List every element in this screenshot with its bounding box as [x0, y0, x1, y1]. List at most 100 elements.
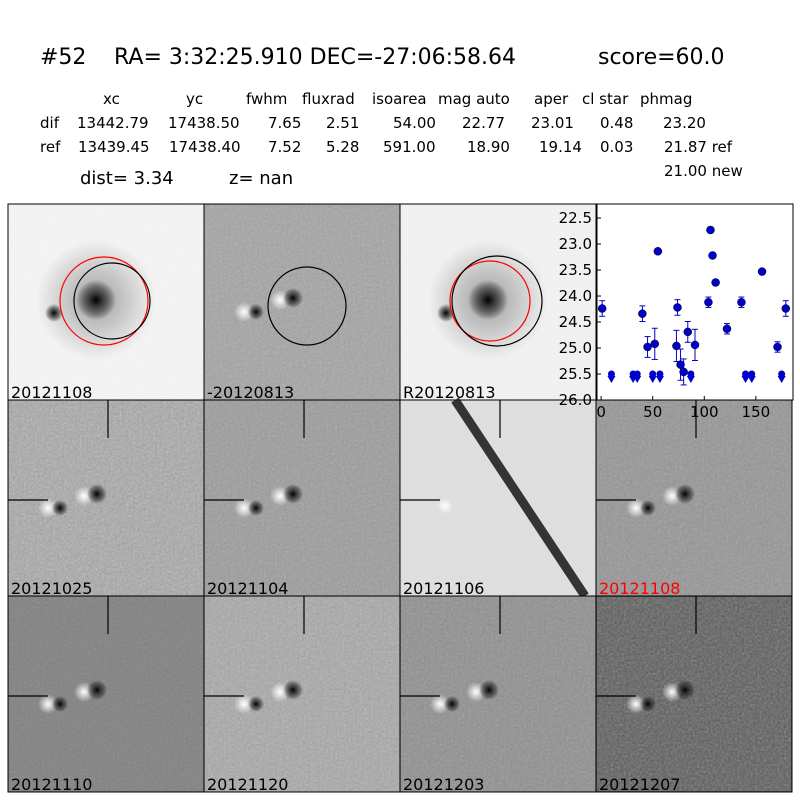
y-tick-label: 23.0: [559, 235, 592, 253]
limit-point: [607, 370, 615, 378]
stamp-label: 20121106: [403, 579, 484, 598]
row-label: ref: [40, 138, 61, 156]
data-point: [679, 367, 688, 377]
stamp: 20121104: [203, 399, 401, 598]
column-header: cl star: [582, 90, 629, 108]
residual-dark: [52, 696, 68, 712]
residual-white: [234, 302, 254, 322]
table-cell: 13439.45: [78, 138, 150, 156]
aperture-black: [73, 262, 151, 340]
x-tick-label: 0: [596, 403, 606, 421]
stamp: 20121025: [7, 399, 205, 598]
limit-point: [778, 370, 786, 378]
stamp-label: 20121108: [11, 383, 92, 402]
limit-arrow: [607, 376, 616, 384]
stamp: 20121207: [595, 595, 793, 794]
data-point: [704, 298, 713, 307]
stamp-label: 20121025: [11, 579, 92, 598]
stamp: -20120813: [203, 203, 401, 402]
residual-dark: [479, 680, 499, 700]
galaxy-core: [468, 280, 508, 320]
table-cell: 21.87 ref: [664, 138, 733, 156]
residual-dark: [283, 484, 303, 504]
table-cell: 22.77: [462, 114, 505, 132]
column-header: fluxrad: [302, 90, 355, 108]
stamp-label: 20121108: [599, 579, 680, 598]
data-point: [773, 342, 782, 352]
data-point: [722, 324, 732, 334]
stamp-label: 20121104: [207, 579, 288, 598]
limit-arrow: [777, 376, 786, 384]
y-tick-label: 22.5: [559, 209, 592, 227]
column-header: aper: [534, 90, 569, 108]
upper-limit: [655, 370, 664, 384]
column-header: mag auto: [438, 90, 510, 108]
table-cell: 17438.50: [168, 114, 240, 132]
aperture-red: [449, 260, 531, 342]
residual-white: [38, 694, 58, 714]
residual-white: [234, 498, 254, 518]
aperture-black: [267, 266, 347, 346]
faint-source: [437, 498, 453, 514]
data-point: [638, 309, 647, 318]
table-cell: 19.14: [539, 138, 582, 156]
limit-point: [656, 370, 664, 378]
stamp-label: 20121207: [599, 775, 680, 794]
light-curve: 22.5 23.0 23.5 24.0 24.5 25.0 25.5 26.00 50 100 15…: [559, 203, 794, 421]
limit-arrow: [655, 376, 664, 384]
candidate-id: #52: [40, 45, 86, 70]
data-point: [676, 360, 685, 369]
column-header: isoarea: [372, 90, 427, 108]
table-cell: 23.20: [663, 114, 706, 132]
data-point: [643, 342, 652, 352]
stamp: 20121203: [399, 595, 597, 794]
galaxy-core: [76, 280, 116, 320]
data-point: [706, 225, 715, 235]
companion: [45, 304, 63, 322]
upper-limit: [648, 370, 657, 384]
residual-dark: [283, 288, 303, 308]
stamp: 20121108: [595, 399, 793, 598]
limit-arrow: [633, 376, 642, 384]
aperture-black: [451, 255, 543, 347]
residual-dark: [248, 500, 264, 516]
upper-limit: [747, 370, 756, 384]
data-point: [708, 251, 717, 260]
data-point: [673, 303, 682, 312]
limit-point: [649, 370, 657, 378]
limit-arrow: [741, 376, 750, 384]
y-tick-label: 23.5: [559, 261, 592, 279]
stamp: 20121120: [203, 595, 401, 794]
table-cell: 2.51: [326, 114, 359, 132]
data-point: [650, 339, 660, 349]
data-point: [653, 247, 663, 256]
limit-arrow: [747, 376, 756, 384]
table-cell: 18.90: [467, 138, 510, 156]
satellite-trail: [451, 397, 589, 599]
limit-point: [687, 370, 695, 378]
score: score=60.0: [598, 45, 725, 70]
residual-dark: [640, 500, 656, 516]
table-cell: 17438.40: [169, 138, 241, 156]
data-point: [737, 298, 746, 307]
upper-limit: [633, 370, 642, 384]
y-tick-label: 24.0: [559, 287, 592, 305]
table-cell: 591.00: [383, 138, 436, 156]
residual-dark: [675, 484, 695, 504]
residual-white: [38, 498, 58, 518]
residual-dark: [444, 696, 460, 712]
limit-arrow: [648, 376, 657, 384]
residual-dark: [640, 696, 656, 712]
residual-white: [430, 694, 450, 714]
upper-limit: [686, 370, 695, 384]
stamp: 20121108: [7, 203, 205, 402]
data-point: [757, 267, 767, 276]
residual-dark: [283, 680, 303, 700]
upper-limit: [741, 370, 750, 384]
stamp: 20121110: [7, 595, 205, 794]
table-cell: 0.48: [600, 114, 633, 132]
residual-dark: [675, 680, 695, 700]
upper-limit: [777, 370, 786, 384]
